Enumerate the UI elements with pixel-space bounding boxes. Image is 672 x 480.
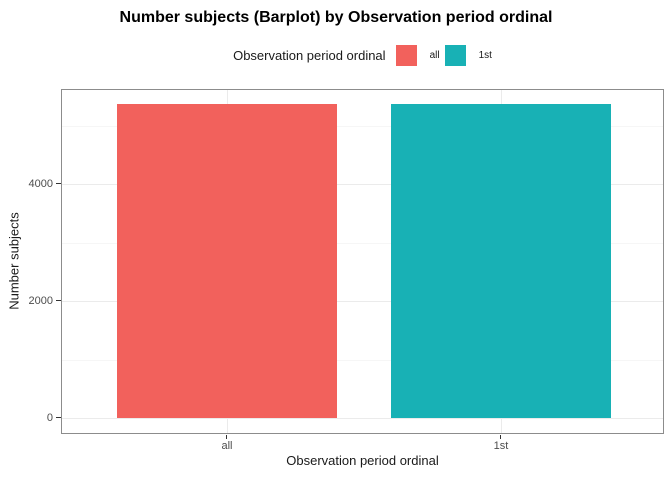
plot-panel	[61, 89, 664, 434]
legend-swatch-all-icon	[395, 45, 417, 66]
x-tick-mark	[500, 435, 501, 439]
y-tick-label: 2000	[28, 295, 53, 307]
legend-item-all: all	[395, 45, 440, 66]
y-tick-mark	[56, 300, 61, 301]
legend: Observation period ordinal all 1st	[61, 45, 664, 66]
legend-label-all: all	[429, 50, 440, 61]
x-tick-mark	[226, 435, 227, 439]
legend-swatch-1st-icon	[444, 45, 466, 66]
x-axis-title: Observation period ordinal	[286, 453, 439, 468]
legend-label-1st: 1st	[478, 50, 492, 61]
y-tick-label: 4000	[28, 178, 53, 190]
legend-item-1st: 1st	[444, 45, 492, 66]
y-tick-mark	[56, 417, 61, 418]
minor-gridline	[62, 125, 663, 127]
bar-1st	[391, 104, 611, 418]
minor-gridline	[62, 242, 663, 244]
chart-title: Number subjects (Barplot) by Observation…	[119, 9, 553, 26]
major-gridline	[62, 184, 663, 185]
major-gridline	[62, 301, 663, 302]
legend-title: Observation period ordinal	[233, 48, 386, 63]
x-tick-label: 1st	[493, 440, 509, 452]
bar-all	[117, 104, 337, 418]
y-tick-label: 0	[46, 412, 53, 424]
minor-gridline	[62, 359, 663, 361]
y-tick-mark	[56, 183, 61, 184]
major-gridline	[62, 418, 663, 419]
x-tick-label: all	[221, 440, 233, 452]
